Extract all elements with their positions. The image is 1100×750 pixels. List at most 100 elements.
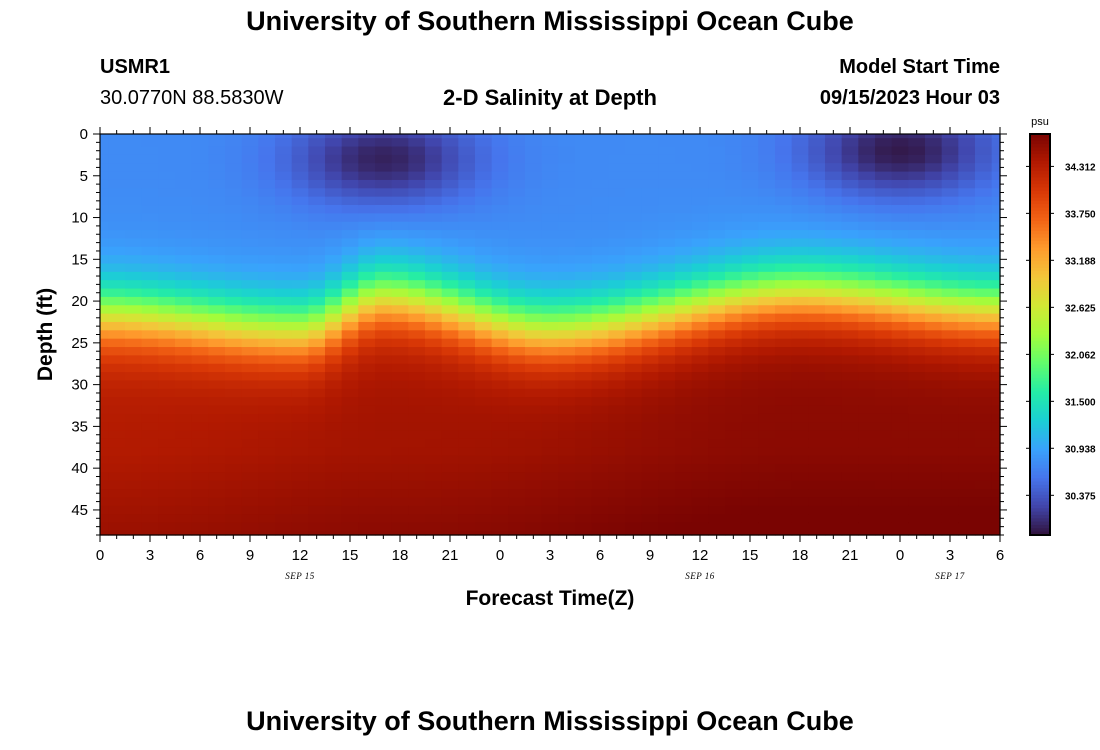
heatmap-cell	[891, 221, 909, 231]
heatmap-cell	[241, 380, 259, 390]
heatmap-cell	[358, 263, 376, 273]
heatmap-cell	[725, 363, 743, 373]
heatmap-cell	[658, 263, 676, 273]
heatmap-cell	[608, 388, 626, 398]
heatmap-cell	[275, 246, 293, 256]
heatmap-cell	[891, 489, 909, 498]
heatmap-cell	[825, 497, 843, 507]
heatmap-cell	[375, 355, 393, 365]
colorbar-segment	[1030, 354, 1050, 359]
heatmap-cell	[841, 313, 859, 323]
heatmap-cell	[591, 514, 609, 524]
heatmap-cell	[541, 138, 559, 148]
heatmap-cell	[591, 221, 609, 231]
heatmap-cell	[108, 280, 126, 290]
heatmap-cell	[908, 146, 926, 156]
heatmap-cell	[991, 163, 1001, 173]
heatmap-cell	[458, 413, 476, 423]
heatmap-cell	[541, 330, 559, 340]
heatmap-cell	[508, 213, 526, 223]
heatmap-cell	[775, 321, 793, 331]
heatmap-cell	[775, 255, 793, 265]
heatmap-cell	[591, 438, 609, 448]
colorbar-segment	[1030, 394, 1050, 399]
heatmap-cell	[975, 397, 993, 407]
heatmap-cell	[358, 154, 376, 164]
heatmap-cell	[241, 489, 259, 498]
heatmap-cell	[175, 463, 193, 473]
heatmap-cell	[625, 134, 643, 139]
heatmap-cell	[591, 338, 609, 348]
heatmap-cell	[608, 246, 626, 256]
heatmap-cell	[558, 255, 576, 265]
heatmap-cell	[725, 455, 743, 465]
heatmap-cell	[858, 530, 876, 536]
heatmap-cell	[741, 188, 759, 198]
heatmap-cell	[875, 154, 893, 164]
heatmap-cell	[408, 213, 426, 223]
model-start-value: 09/15/2023 Hour 03	[819, 87, 1000, 109]
heatmap-cell	[808, 480, 826, 490]
heatmap-cell	[375, 497, 393, 507]
heatmap-cell	[275, 455, 293, 465]
heatmap-cell	[125, 313, 143, 323]
heatmap-cell	[508, 171, 526, 181]
heatmap-cell	[100, 213, 109, 223]
heatmap-cell	[458, 472, 476, 482]
heatmap-cell	[408, 422, 426, 432]
heatmap-cell	[541, 405, 559, 415]
heatmap-cell	[608, 413, 626, 423]
heatmap-cell	[625, 221, 643, 231]
heatmap-cell	[758, 505, 776, 515]
heatmap-cell	[458, 380, 476, 390]
heatmap-cell	[508, 196, 526, 206]
heatmap-cell	[725, 154, 743, 164]
heatmap-cell	[891, 305, 909, 315]
heatmap-cell	[641, 380, 659, 390]
heatmap-cell	[741, 530, 759, 536]
heatmap-cell	[725, 255, 743, 265]
heatmap-cell	[525, 480, 543, 490]
heatmap-cell	[125, 263, 143, 273]
heatmap-cell	[925, 313, 943, 323]
heatmap-cell	[141, 472, 159, 482]
heatmap-cell	[341, 489, 359, 498]
heatmap-cell	[608, 163, 626, 173]
heatmap-cell	[158, 363, 176, 373]
heatmap-cell	[908, 338, 926, 348]
heatmap-cell	[208, 397, 226, 407]
heatmap-cell	[541, 305, 559, 315]
heatmap-cell	[141, 397, 159, 407]
heatmap-cell	[191, 146, 209, 156]
heatmap-cell	[891, 380, 909, 390]
heatmap-cell	[258, 321, 276, 331]
heatmap-cell	[975, 330, 993, 340]
heatmap-cell	[725, 305, 743, 315]
x-tick-label: 0	[896, 547, 904, 564]
heatmap-cell	[725, 230, 743, 240]
heatmap-cell	[191, 134, 209, 139]
heatmap-cell	[441, 372, 459, 382]
heatmap-cell	[591, 480, 609, 490]
heatmap-cell	[225, 296, 243, 306]
heatmap-cell	[908, 497, 926, 507]
heatmap-cell	[758, 497, 776, 507]
heatmap-cell	[991, 138, 1001, 148]
heatmap-cell	[691, 438, 709, 448]
heatmap-cell	[175, 263, 193, 273]
heatmap-cell	[225, 522, 243, 532]
heatmap-cell	[141, 330, 159, 340]
heatmap-cell	[375, 347, 393, 356]
heatmap-cell	[858, 154, 876, 164]
colorbar-segment	[1030, 190, 1050, 195]
colorbar-unit-label: psu	[1031, 116, 1049, 128]
heatmap-cell	[708, 205, 726, 214]
heatmap-cell	[525, 313, 543, 323]
heatmap-cell	[991, 188, 1001, 198]
heatmap-cell	[458, 363, 476, 373]
heatmap-cell	[591, 163, 609, 173]
heatmap-cell	[241, 330, 259, 340]
heatmap-cell	[241, 472, 259, 482]
heatmap-cell	[458, 205, 476, 214]
heatmap-cell	[425, 171, 443, 181]
